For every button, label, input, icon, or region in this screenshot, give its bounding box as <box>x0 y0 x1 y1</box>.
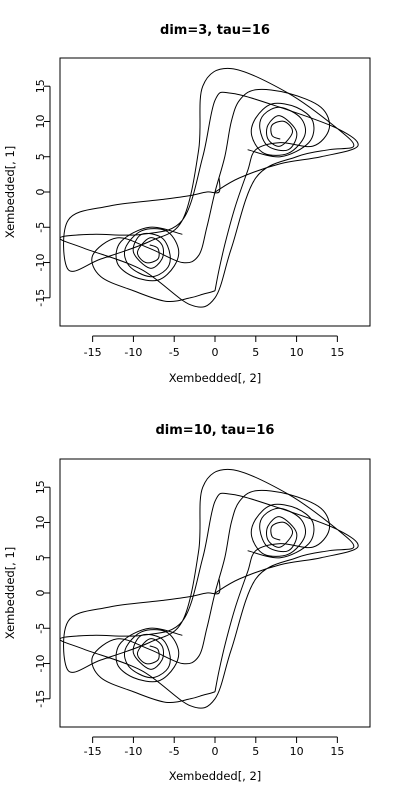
plot-1-x-tick-label: 15 <box>330 346 344 359</box>
plot-2-x-tick-label: 0 <box>212 745 219 758</box>
plot-1-x-tick-label: -15 <box>84 346 102 359</box>
plot-2-x-tick-label: 10 <box>290 745 304 758</box>
plot-1-y-tick-label: -10 <box>34 254 47 272</box>
plot-1-plot-frame <box>59 57 371 327</box>
plot-1-x-tick-label: 10 <box>290 346 304 359</box>
plot-1-x-tick-label: -5 <box>169 346 180 359</box>
plot-2-trajectory-line-4 <box>115 627 183 683</box>
plot-1-y-tick-label: 15 <box>34 79 47 93</box>
plot-1-x-tick-label: 0 <box>212 346 219 359</box>
plot-1-y-tick-label: 5 <box>34 153 47 160</box>
plot-1-trajectory-line-1 <box>60 67 359 308</box>
plot-1-title: dim=3, tau=16 <box>160 23 270 38</box>
plot-1-y-tick-label: 10 <box>34 114 47 128</box>
plot-2-y-axis-label: Xembedded[, 1] <box>3 547 17 640</box>
plot-2-y-tick-label: 15 <box>34 480 47 494</box>
plot-2-y-tick-label: -5 <box>34 623 47 634</box>
plot-2-x-tick-label: 5 <box>252 745 259 758</box>
plot-1-x-axis-label: Xembedded[, 2] <box>169 371 262 385</box>
plot-1-trajectory-line-3 <box>247 102 315 158</box>
plot-2-x-tick-label: -10 <box>124 745 142 758</box>
plot-1-x-tick-label: -10 <box>124 346 142 359</box>
plot-2-y-tick-label: 5 <box>34 554 47 561</box>
plot-1-trajectory-line-4 <box>115 226 183 282</box>
plot-1-trajectory-line-2 <box>91 88 331 303</box>
plot-2-x-axis-label: Xembedded[, 2] <box>169 769 262 783</box>
plot-2-trajectory-line-1 <box>60 468 359 709</box>
plot-2-trajectory-line-2 <box>91 489 331 704</box>
plot-1-y-axis-label: Xembedded[, 1] <box>3 146 17 239</box>
plot-2-y-tick-label: 0 <box>34 590 47 597</box>
plot-2-plot-frame <box>59 458 371 728</box>
plot-1-y-tick-label: -15 <box>34 289 47 307</box>
plot-1-x-tick-label: 5 <box>252 346 259 359</box>
plot-1-y-tick-label: 0 <box>34 189 47 196</box>
plot-2-trajectory-line-3 <box>247 503 315 559</box>
plot-2-y-tick-label: 10 <box>34 515 47 529</box>
plot-2-x-tick-label: -5 <box>169 745 180 758</box>
plot-2-y-tick-label: -15 <box>34 690 47 708</box>
plot-2-x-tick-label: 15 <box>330 745 344 758</box>
plot-2-title: dim=10, tau=16 <box>156 423 275 438</box>
plot-2-y-tick-label: -10 <box>34 655 47 673</box>
plot-2-x-tick-label: -15 <box>84 745 102 758</box>
plot-1-y-tick-label: -5 <box>34 222 47 233</box>
